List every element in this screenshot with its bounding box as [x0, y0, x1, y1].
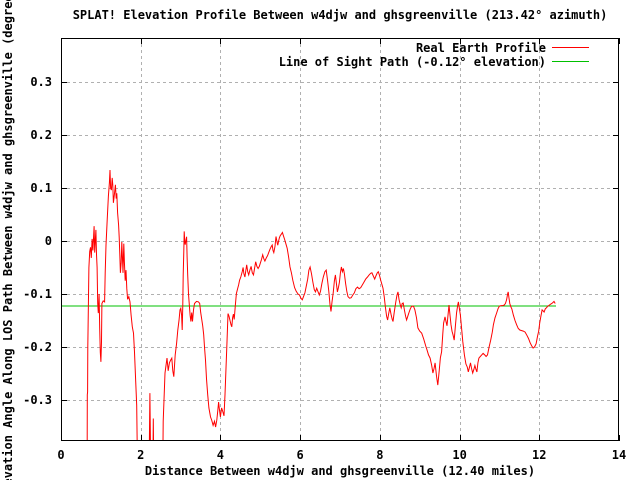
- x-tick-label: 2: [137, 448, 144, 462]
- y-tick-label: -0.1: [23, 287, 52, 301]
- y-tick-labels: -0.3 -0.2 -0.1 0 0.1 0.2 0.3: [23, 75, 52, 407]
- x-tick-labels: 0 2 4 6 8 10 12 14: [57, 448, 626, 462]
- x-axis-label: Distance Between w4djw and ghsgreenville…: [145, 464, 535, 478]
- y-tick-label: -0.2: [23, 340, 52, 354]
- plot-frame: [61, 38, 619, 441]
- series-profile-line: [86, 169, 556, 441]
- x-tick-label: 10: [452, 448, 466, 462]
- x-tick-label: 0: [57, 448, 64, 462]
- data-series: [61, 169, 556, 441]
- x-tick-label: 12: [532, 448, 546, 462]
- x-tick-label: 14: [612, 448, 626, 462]
- legend: Real Earth Profile Line of Sight Path (-…: [279, 41, 589, 69]
- tick-marks: [61, 38, 620, 441]
- legend-label-real-earth-profile: Real Earth Profile: [416, 41, 546, 55]
- x-tick-label: 8: [376, 448, 383, 462]
- x-tick-label: 4: [217, 448, 224, 462]
- y-tick-label: 0.2: [30, 128, 52, 142]
- y-axis-label: Elevation Angle Along LOS Path Between w…: [1, 0, 15, 480]
- x-tick-label: 6: [297, 448, 304, 462]
- y-tick-label: 0.3: [30, 75, 52, 89]
- y-tick-label: -0.3: [23, 393, 52, 407]
- y-tick-label: 0: [45, 234, 52, 248]
- y-tick-label: 0.1: [30, 181, 52, 195]
- chart-title: SPLAT! Elevation Profile Between w4djw a…: [73, 8, 608, 22]
- legend-label-line-of-sight: Line of Sight Path (-0.12° elevation): [279, 55, 546, 69]
- grid-lines: [61, 38, 619, 441]
